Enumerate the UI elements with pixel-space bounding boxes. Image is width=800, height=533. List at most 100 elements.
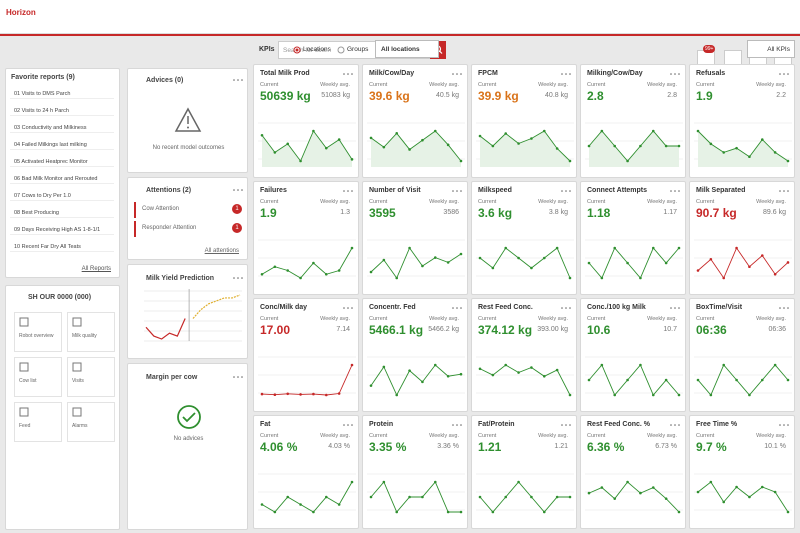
kpi-card[interactable]: Conc./100 kg Milk Current 10.6 Weekly avg. 1… (580, 298, 686, 412)
kpi-card[interactable]: Concentr. Fed Current 5466.1 kg Weekly avg.… (362, 298, 468, 412)
kpi-current: 3.35 % (369, 440, 407, 454)
sparkline-point (286, 142, 290, 146)
kpi-card[interactable]: Free Time % Current 9.7 % Weekly avg. 10.1 % (689, 415, 795, 529)
favorite-report[interactable]: 06 Bad Milk Monitor and Rerouted (10, 174, 114, 184)
sparkline-point (664, 261, 668, 265)
kpi-card[interactable]: Number of Visit Current 3595 Weekly avg. 358… (362, 181, 468, 295)
menu-dot (233, 189, 235, 191)
panel-title: Advices (0) (146, 77, 184, 84)
sparkline-point (478, 134, 482, 138)
kpi-card[interactable]: Protein Current 3.35 % Weekly avg. 3.36 % (362, 415, 468, 529)
all-attentions-link[interactable]: All attentions (204, 248, 239, 254)
kpi-weekly-avg: 3586 (443, 209, 459, 216)
kpi-current: 3.6 kg (478, 206, 513, 220)
location-select[interactable]: All locations (375, 40, 439, 58)
sparkline-point (677, 144, 681, 148)
kpi-weekly-avg: 2.2 (776, 92, 786, 99)
kpi-card[interactable]: BoxTime/Visit Current 06:36 Weekly avg. 06:3… (689, 298, 795, 412)
kpi-card[interactable]: Milkspeed Current 3.6 kg Weekly avg. 3.8 kg (471, 181, 577, 295)
notification-badge: 99+ (703, 45, 716, 53)
sparkline-line (370, 247, 462, 279)
shortcut-tile[interactable]: Robot overview (14, 312, 62, 352)
kpi-weekly-avg: 06:36 (768, 326, 786, 333)
menu-dot (233, 79, 235, 81)
kpi-card[interactable]: Milking/Cow/Day Current 2.8 Weekly avg. 2.8 (580, 64, 686, 178)
kpi-card[interactable]: Milk Separated Current 90.7 kg Weekly avg. 8… (689, 181, 795, 295)
menu-dot (237, 189, 239, 191)
kpi-card[interactable]: Refusals Current 1.9 Weekly avg. 2.2 (689, 64, 795, 178)
kpi-card[interactable]: Total Milk Prod Current 50639 kg Weekly avg… (253, 64, 359, 178)
menu-dot (343, 73, 345, 75)
favorite-report[interactable]: 07 Cows to Dry Per 1.0 (10, 191, 114, 201)
sparkline-point (433, 480, 437, 484)
shortcut-tile[interactable]: Feed (14, 402, 62, 442)
sparkline-point (542, 375, 546, 378)
menu-icon (233, 277, 243, 279)
sparkline-point (299, 503, 302, 506)
logo: Horizon (6, 8, 36, 17)
panel-title: Favorite reports (9) (11, 74, 75, 81)
attention-row[interactable]: Cow Attention 1 (134, 202, 242, 218)
shortcut-tile[interactable]: Milk quality (67, 312, 115, 352)
kpi-card[interactable]: Conc/Milk day Current 17.00 Weekly avg. 7.14 (253, 298, 359, 412)
kpi-card[interactable]: FPCM Current 39.9 kg Weekly avg. 40.8 kg (471, 64, 577, 178)
sparkline-point (696, 378, 700, 382)
shortcut-tile[interactable]: Cow list (14, 357, 62, 397)
kpi-card[interactable]: Rest Feed Conc. Current 374.12 kg Weekly av… (471, 298, 577, 412)
shortcut-icon (19, 407, 29, 417)
sparkline-point (504, 246, 508, 250)
sparkline-point (504, 495, 508, 499)
menu-dot (779, 190, 781, 192)
kpi-current: 90.7 kg (696, 206, 737, 220)
sparkline-point (639, 363, 642, 367)
sparkline-point (504, 363, 508, 367)
kpi-card[interactable]: Failures Current 1.9 Weekly avg. 1.3 (253, 181, 359, 295)
sparkline-line (370, 130, 462, 162)
avg-label: Weekly avg. (538, 82, 568, 88)
kpi-card[interactable]: Fat/Protein Current 1.21 Weekly avg. 1.21 (471, 415, 577, 529)
sparkline-point (517, 371, 520, 374)
menu-icon (561, 424, 571, 426)
favorite-report[interactable]: 08 Best Producing (10, 208, 114, 218)
sparkline-point (639, 276, 642, 280)
favorite-report[interactable]: 01 Visits to DMS Parch (10, 89, 114, 99)
favorite-report[interactable]: 05 Activated Heatprec Monitor (10, 157, 114, 167)
favorite-report[interactable]: 02 Visits to 24 h Parch (10, 106, 114, 116)
kpi-title: Number of Visit (369, 187, 421, 194)
kpi-card[interactable]: Rest Feed Conc. % Current 6.36 % Weekly avg… (580, 415, 686, 529)
shortcut-tile[interactable]: Visits (67, 357, 115, 397)
menu-dot (241, 79, 243, 81)
sparkline-point (273, 151, 277, 154)
favorite-report[interactable]: 04 Failed Milkings last milking (10, 140, 114, 150)
shortcuts-panel: SH OUR 0000 (000) Robot overview Milk qual… (5, 285, 120, 530)
shortcut-tile[interactable]: Alarms (67, 402, 115, 442)
shortcut-label: Milk quality (72, 333, 97, 339)
current-label: Current (587, 316, 606, 322)
all-reports-link[interactable]: All Reports (81, 266, 111, 272)
favorite-report[interactable]: 03 Conductivity and Milkiness (10, 123, 114, 133)
kpi-card[interactable]: Connect Attempts Current 1.18 Weekly avg. 1.… (580, 181, 686, 295)
sparkline-point (446, 374, 450, 378)
sparkline-point (542, 510, 546, 514)
avg-label: Weekly avg. (320, 82, 350, 88)
kpi-card[interactable]: Milk/Cow/Day Current 39.6 kg Weekly avg. 40.… (362, 64, 468, 178)
menu-dot (561, 307, 563, 309)
kpi-title: BoxTime/Visit (696, 304, 743, 311)
favorite-report[interactable]: 10 Recent Far Dry All Teats (10, 242, 114, 252)
menu-dot (678, 190, 680, 192)
sparkline-point (722, 500, 726, 504)
kpi-weekly-avg: 89.6 kg (763, 209, 786, 216)
sparkline-point (626, 378, 629, 382)
menu-icon (561, 73, 571, 75)
sparkline-point (299, 159, 302, 163)
menu-icon (452, 424, 462, 426)
favorite-report[interactable]: 09 Days Receiving High AS 1-8-1/1 (10, 225, 114, 235)
sparkline-point (421, 495, 424, 499)
all-kpis-button[interactable]: All KPIs (747, 40, 795, 58)
kpi-card[interactable]: Fat Current 4.06 % Weekly avg. 4.03 % (253, 415, 359, 529)
sparkline-point (369, 384, 373, 387)
attention-row[interactable]: Responder Attention 1 (134, 221, 242, 237)
current-label: Current (696, 433, 715, 439)
current-label: Current (696, 199, 715, 205)
advices-panel: Advices (0) No recent model outcomes (127, 68, 248, 173)
